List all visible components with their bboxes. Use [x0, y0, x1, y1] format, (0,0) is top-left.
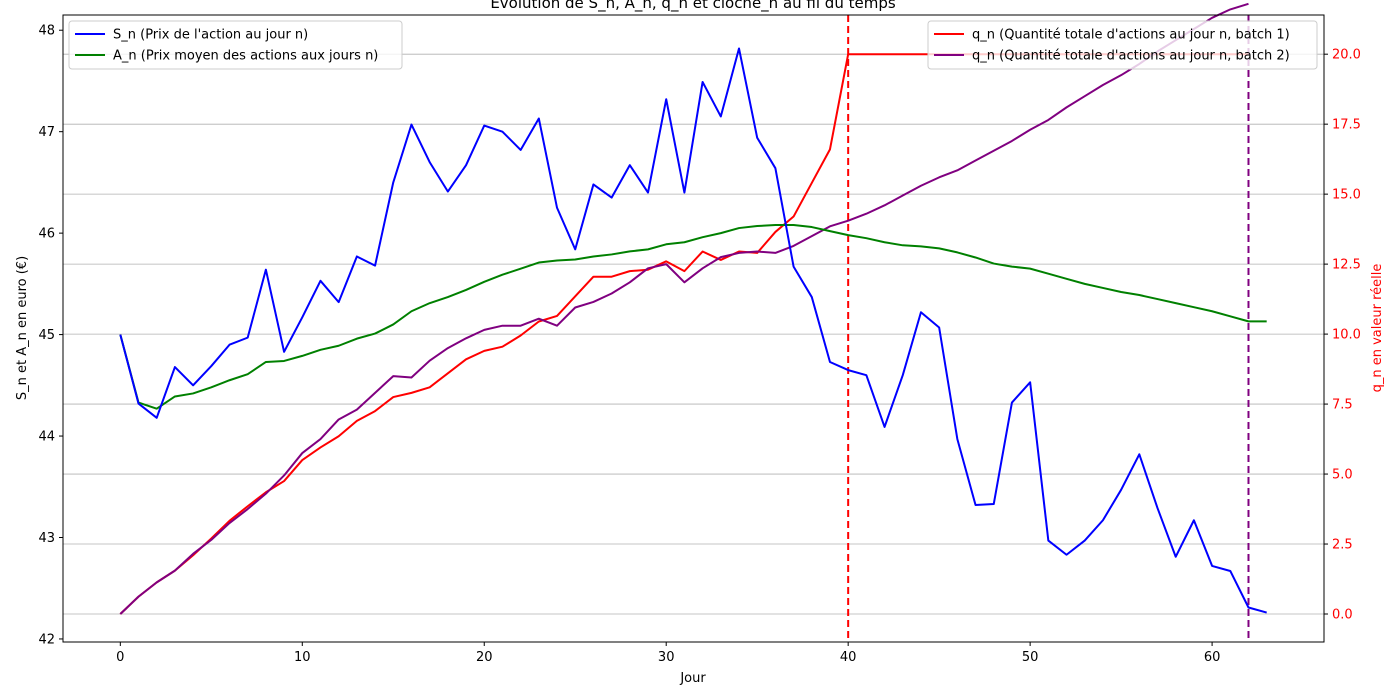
x-tick-label: 0 — [116, 650, 124, 665]
vertical-markers — [847, 15, 1250, 642]
plot-frame — [62, 14, 1325, 643]
y-left-tick-label: 45 — [38, 328, 55, 343]
legend-label-a-n: A_n (Prix moyen des actions aux jours n) — [113, 49, 378, 64]
y-left-tick-label: 46 — [38, 227, 55, 242]
chart-title: Évolution de S_n, A_n, q_n et cloche_n a… — [490, 0, 896, 13]
series-line-a-n — [119, 224, 1267, 410]
x-tick-label: 20 — [476, 650, 493, 665]
legend-label-q-n-batch1: q_n (Quantité totale d'actions au jour n… — [972, 28, 1290, 43]
legend-right: q_n (Quantité totale d'actions au jour n… — [927, 20, 1318, 70]
y-axis-right: 0.0 2.5 5.0 7.5 10.0 12.5 15.0 17.5 20.0 — [1324, 48, 1361, 623]
y-left-tick-label: 47 — [38, 125, 55, 140]
legend-label-q-n-batch2: q_n (Quantité totale d'actions au jour n… — [972, 49, 1290, 64]
x-tick-label: 50 — [1022, 650, 1039, 665]
y-right-tick-label: 12.5 — [1332, 258, 1361, 273]
legend-left-box — [68, 20, 403, 70]
y-axis-right-label: q_n en valeur réelle — [1370, 264, 1385, 393]
series-line-q-n-batch2 — [119, 2, 1249, 615]
legend-right-box — [927, 20, 1318, 70]
y-right-tick-label: 10.0 — [1332, 328, 1361, 343]
y-left-tick-label: 48 — [38, 24, 55, 39]
y-right-tick-label: 20.0 — [1332, 48, 1361, 63]
x-axis: 0 10 20 30 40 50 60 — [116, 642, 1220, 665]
y-right-tick-label: 17.5 — [1332, 118, 1361, 133]
x-tick-label: 60 — [1204, 650, 1221, 665]
y-right-tick-label: 7.5 — [1332, 398, 1353, 413]
series-line-s-n — [119, 47, 1267, 614]
y-left-tick-label: 44 — [38, 430, 55, 445]
y-axis-left: 42 43 44 45 46 47 48 — [38, 24, 63, 647]
legend-label-s-n: S_n (Prix de l'action au jour n) — [113, 28, 308, 43]
legend-left: S_n (Prix de l'action au jour n) A_n (Pr… — [68, 20, 403, 70]
y-right-tick-label: 5.0 — [1332, 468, 1353, 483]
x-tick-label: 30 — [658, 650, 675, 665]
y-right-tick-label: 2.5 — [1332, 538, 1353, 553]
y-left-tick-label: 42 — [38, 632, 55, 647]
y-axis-left-label: S_n et A_n en euro (€) — [15, 256, 30, 400]
y-right-tick-label: 0.0 — [1332, 608, 1353, 623]
y-left-tick-label: 43 — [38, 531, 55, 546]
x-tick-label: 40 — [840, 650, 857, 665]
grid-lines — [63, 53, 1324, 615]
x-tick-label: 10 — [294, 650, 311, 665]
y-right-tick-label: 15.0 — [1332, 188, 1361, 203]
x-axis-label: Jour — [679, 671, 706, 686]
